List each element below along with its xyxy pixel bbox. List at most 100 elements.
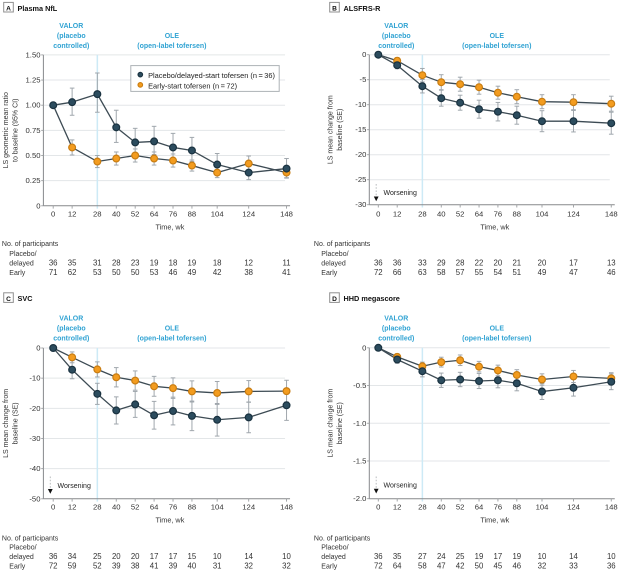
svg-text:0: 0	[36, 201, 40, 210]
svg-text:55: 55	[475, 268, 484, 277]
svg-text:Time, wk: Time, wk	[155, 222, 184, 231]
svg-text:18: 18	[169, 259, 178, 268]
svg-text:0.50: 0.50	[26, 151, 41, 160]
svg-text:14: 14	[244, 552, 253, 561]
svg-text:18: 18	[213, 259, 222, 268]
svg-text:(placebo: (placebo	[382, 326, 411, 333]
svg-text:104: 104	[211, 502, 225, 511]
svg-text:-20: -20	[355, 150, 366, 159]
svg-text:59: 59	[68, 562, 77, 571]
svg-text:19: 19	[188, 259, 197, 268]
svg-text:Placebo/delayed-start tofersen: Placebo/delayed-start tofersen (n = 36)	[148, 71, 275, 80]
svg-text:76: 76	[494, 209, 503, 218]
svg-text:12: 12	[393, 502, 402, 511]
svg-text:20: 20	[494, 259, 503, 268]
svg-text:41: 41	[150, 562, 159, 571]
svg-text:28: 28	[456, 259, 465, 268]
svg-text:20: 20	[538, 259, 547, 268]
svg-text:51: 51	[512, 268, 521, 277]
svg-text:(placebo: (placebo	[57, 33, 86, 40]
svg-text:0: 0	[36, 344, 40, 353]
svg-text:148: 148	[280, 209, 293, 218]
svg-text:64: 64	[150, 209, 159, 218]
svg-text:104: 104	[536, 502, 550, 511]
svg-text:52: 52	[456, 502, 465, 511]
svg-text:53: 53	[150, 268, 159, 277]
svg-text:No. of participants: No. of participants	[2, 535, 59, 542]
svg-text:28: 28	[93, 209, 102, 218]
svg-text:36: 36	[49, 259, 58, 268]
svg-text:52: 52	[456, 209, 465, 218]
svg-text:Early: Early	[9, 270, 25, 277]
svg-text:(open-label tofersen): (open-label tofersen)	[137, 43, 206, 50]
svg-text:Placebo/: Placebo/	[321, 545, 348, 552]
svg-text:25: 25	[456, 552, 465, 561]
svg-text:35: 35	[68, 259, 77, 268]
svg-text:23: 23	[131, 259, 140, 268]
svg-text:OLE: OLE	[490, 326, 505, 333]
svg-text:20: 20	[131, 552, 140, 561]
svg-text:76: 76	[169, 209, 178, 218]
svg-text:124: 124	[242, 209, 256, 218]
svg-text:12: 12	[68, 209, 77, 218]
svg-text:88: 88	[188, 502, 197, 511]
svg-text:64: 64	[475, 209, 484, 218]
svg-text:124: 124	[567, 209, 581, 218]
svg-text:Worsening: Worsening	[384, 190, 417, 197]
svg-text:0: 0	[362, 343, 366, 352]
svg-text:(open-label tofersen): (open-label tofersen)	[137, 336, 206, 343]
svg-text:VALOR: VALOR	[384, 23, 408, 30]
svg-text:22: 22	[475, 259, 484, 268]
svg-text:-25: -25	[355, 175, 366, 184]
svg-text:88: 88	[513, 209, 522, 218]
svg-text:0.75: 0.75	[26, 126, 41, 135]
svg-text:50: 50	[475, 562, 484, 571]
svg-text:49: 49	[538, 268, 547, 277]
svg-text:SVC: SVC	[18, 294, 34, 303]
svg-text:46: 46	[169, 268, 178, 277]
svg-text:Early-start tofersen (n = 72): Early-start tofersen (n = 72)	[148, 81, 237, 90]
svg-text:Worsening: Worsening	[58, 483, 91, 490]
svg-text:14: 14	[569, 552, 578, 561]
svg-text:delayed: delayed	[321, 261, 346, 268]
svg-text:Placebo/: Placebo/	[9, 545, 36, 552]
svg-text:47: 47	[569, 268, 578, 277]
svg-text:33: 33	[569, 562, 578, 571]
svg-text:ALSFRS-R: ALSFRS-R	[344, 4, 382, 13]
svg-text:-30: -30	[355, 200, 366, 209]
svg-text:-15: -15	[355, 125, 366, 134]
svg-text:1.25: 1.25	[26, 76, 41, 85]
svg-text:53: 53	[93, 268, 102, 277]
svg-text:VALOR: VALOR	[384, 316, 408, 323]
svg-text:11: 11	[282, 259, 290, 268]
svg-text:Early: Early	[321, 564, 337, 571]
svg-text:VALOR: VALOR	[59, 316, 83, 323]
svg-text:17: 17	[150, 552, 159, 561]
svg-text:62: 62	[68, 268, 77, 277]
svg-text:Worsening: Worsening	[384, 483, 417, 490]
svg-text:45: 45	[494, 562, 503, 571]
svg-text:HHD megascore: HHD megascore	[344, 294, 400, 303]
svg-text:17: 17	[494, 552, 503, 561]
svg-text:28: 28	[418, 502, 427, 511]
svg-text:21: 21	[512, 259, 521, 268]
svg-text:72: 72	[374, 562, 383, 571]
svg-text:12: 12	[244, 259, 253, 268]
svg-text:0: 0	[376, 502, 380, 511]
svg-text:1.50: 1.50	[26, 50, 41, 59]
svg-text:-20: -20	[29, 404, 40, 413]
svg-text:baseline (SE): baseline (SE)	[337, 402, 344, 444]
svg-text:10: 10	[607, 552, 616, 561]
svg-text:46: 46	[512, 562, 521, 571]
svg-text:Time, wk: Time, wk	[480, 515, 509, 524]
svg-text:40: 40	[188, 562, 197, 571]
svg-text:148: 148	[605, 502, 618, 511]
svg-text:controlled): controlled)	[378, 336, 414, 343]
svg-text:(placebo: (placebo	[57, 326, 86, 333]
svg-text:50: 50	[131, 268, 140, 277]
svg-text:39: 39	[112, 562, 121, 571]
svg-text:64: 64	[150, 502, 159, 511]
svg-text:OLE: OLE	[165, 326, 180, 333]
svg-text:Time, wk: Time, wk	[155, 515, 184, 524]
svg-text:10: 10	[213, 552, 222, 561]
